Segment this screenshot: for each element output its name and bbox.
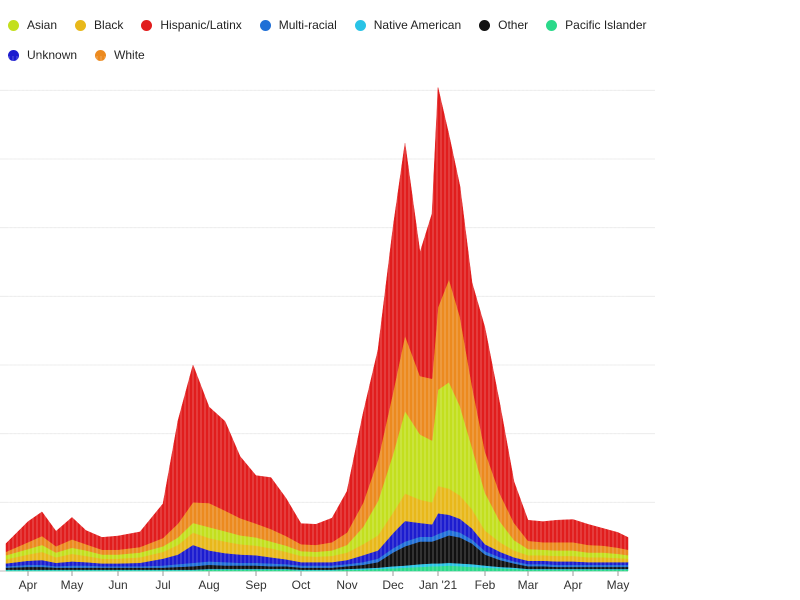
legend-item-native-american[interactable]: Native American	[354, 18, 462, 32]
legend-item-hispanic-latinx[interactable]: Hispanic/Latinx	[141, 18, 242, 32]
chart-legend: Asian Black Hispanic/Latinx Multi-racial Nat…	[8, 18, 648, 62]
legend-label: White	[114, 48, 145, 62]
legend-label: Native American	[373, 18, 462, 32]
area-hispanic-latinx	[5, 87, 629, 553]
legend-swatch	[75, 19, 87, 31]
legend-label: Multi-racial	[278, 18, 337, 32]
legend-item-asian[interactable]: Asian	[8, 18, 57, 32]
x-tick-label: Mar	[518, 578, 539, 592]
x-tick-label: Jan '21	[419, 578, 458, 592]
x-tick-label: Sep	[245, 578, 267, 592]
x-tick-label: Dec	[382, 578, 403, 592]
x-tick-label: May	[607, 578, 630, 592]
legend-item-other[interactable]: Other	[479, 18, 528, 32]
legend-label: Unknown	[27, 48, 78, 62]
legend-item-pacific-islander[interactable]: Pacific Islander	[546, 18, 647, 32]
legend-swatch	[546, 19, 558, 31]
x-tick-label: Apr	[564, 578, 583, 592]
legend-label: Asian	[27, 18, 58, 32]
x-tick-label: Apr	[19, 578, 38, 592]
legend-item-unknown[interactable]: Unknown	[8, 48, 77, 62]
series-areas	[5, 56, 629, 572]
legend-swatch	[95, 49, 107, 61]
legend-item-white[interactable]: White	[95, 48, 145, 62]
legend-swatch	[8, 49, 19, 61]
legend-item-black[interactable]: Black	[75, 18, 123, 32]
x-tick-label: Nov	[336, 578, 357, 592]
x-tick-label: Oct	[292, 578, 311, 592]
legend-swatch	[141, 19, 153, 31]
x-tick-label: Jul	[155, 578, 170, 592]
legend-swatch	[8, 19, 19, 31]
legend-label: Other	[498, 18, 529, 32]
legend-label: Black	[94, 18, 124, 32]
legend-label: Pacific Islander	[565, 18, 647, 32]
legend-label: Hispanic/Latinx	[160, 18, 242, 32]
x-tick-label: Feb	[475, 578, 496, 592]
legend-item-multi-racial[interactable]: Multi-racial	[259, 18, 337, 32]
legend-swatch	[479, 19, 491, 31]
legend-swatch	[259, 19, 271, 31]
x-axis: Apr May Jun Jul Aug Sep Oct Nov Dec Jan '21 Feb Mar…	[19, 571, 630, 592]
gridlines	[0, 89, 655, 572]
x-tick-label: May	[61, 578, 84, 592]
x-tick-label: Jun	[108, 578, 127, 592]
legend-swatch	[354, 19, 366, 31]
x-tick-label: Aug	[198, 578, 219, 592]
